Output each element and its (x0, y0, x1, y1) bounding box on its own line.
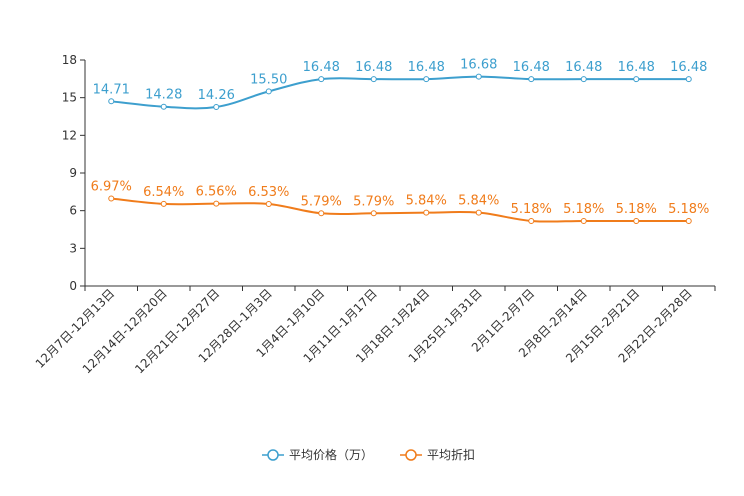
data-point[interactable] (580, 76, 587, 83)
data-point[interactable] (580, 217, 587, 224)
data-point[interactable] (318, 76, 325, 83)
legend[interactable]: 平均价格（万） 平均折扣 (262, 447, 475, 462)
data-label: 14.71 (93, 82, 130, 97)
data-point[interactable] (108, 98, 115, 105)
legend-label: 平均折扣 (427, 447, 475, 462)
series-line (111, 197, 689, 223)
data-point[interactable] (423, 76, 430, 83)
y-tick-label: 6 (69, 204, 77, 218)
data-label: 16.48 (408, 60, 445, 75)
data-label: 5.18% (668, 202, 709, 217)
data-label: 16.68 (460, 58, 497, 73)
data-point[interactable] (685, 76, 692, 83)
data-point[interactable] (528, 76, 535, 83)
data-point[interactable] (213, 200, 220, 207)
data-label: 5.79% (301, 194, 342, 209)
data-point[interactable] (108, 195, 115, 202)
data-point[interactable] (528, 217, 535, 224)
data-label: 5.18% (616, 202, 657, 217)
data-label: 6.53% (248, 185, 289, 200)
data-label: 16.48 (355, 60, 392, 75)
data-label: 5.84% (406, 194, 447, 209)
y-tick-label: 18 (62, 53, 77, 67)
series-2: 6.97% 6.54% 6.56% 6.53% 5.79% 5.79% 5.84% 5.84%… (91, 179, 709, 224)
y-tick-label: 3 (69, 241, 77, 255)
y-tick-label: 12 (62, 128, 77, 142)
data-point[interactable] (265, 88, 272, 95)
y-tick-label: 9 (69, 166, 77, 180)
data-point[interactable] (160, 103, 167, 110)
data-label: 16.48 (303, 60, 340, 75)
data-label: 5.84% (458, 194, 499, 209)
data-point[interactable] (633, 76, 640, 83)
data-point[interactable] (685, 217, 692, 224)
data-label: 6.56% (196, 185, 237, 200)
data-label: 16.48 (565, 60, 602, 75)
series-1: 14.71 14.28 14.26 15.50 16.48 16.48 16.48 16.68… (93, 58, 707, 110)
legend-item-1[interactable]: 平均价格（万） (262, 447, 373, 462)
data-label: 14.28 (145, 88, 182, 103)
data-label: 16.48 (670, 60, 707, 75)
legend-marker-icon (405, 449, 417, 461)
data-label: 5.18% (511, 202, 552, 217)
data-label: 14.26 (198, 88, 235, 103)
y-tick-label: 0 (69, 279, 77, 293)
data-label: 6.97% (91, 179, 132, 194)
data-point[interactable] (160, 200, 167, 207)
data-point[interactable] (633, 217, 640, 224)
data-point[interactable] (370, 76, 377, 83)
data-label: 16.48 (618, 60, 655, 75)
data-point[interactable] (370, 210, 377, 217)
legend-item-2[interactable]: 平均折扣 (400, 447, 475, 462)
legend-label: 平均价格（万） (289, 447, 373, 462)
data-label: 15.50 (250, 72, 287, 87)
data-point[interactable] (318, 210, 325, 217)
legend-marker-icon (267, 449, 279, 461)
data-point[interactable] (213, 103, 220, 110)
y-tick-label: 15 (62, 91, 77, 105)
data-point[interactable] (475, 73, 482, 80)
series-layer: 14.71 14.28 14.26 15.50 16.48 16.48 16.48 16.68… (91, 58, 709, 224)
data-point[interactable] (265, 201, 272, 208)
data-label: 16.48 (513, 60, 550, 75)
series-line (111, 75, 689, 110)
data-label: 6.54% (143, 185, 184, 200)
data-label: 5.18% (563, 202, 604, 217)
data-point[interactable] (475, 209, 482, 216)
data-point[interactable] (423, 209, 430, 216)
data-label: 5.79% (353, 194, 394, 209)
